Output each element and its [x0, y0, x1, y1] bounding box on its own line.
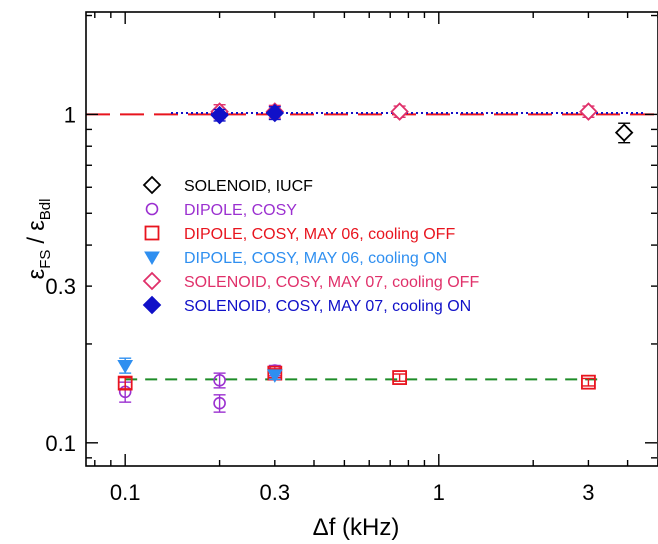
- data-point: [213, 396, 226, 410]
- y-axis-title: εFS/εBdl: [23, 199, 54, 280]
- x-tick-label: 0.1: [110, 480, 141, 505]
- y-axis-title-eps-den: ε: [23, 220, 50, 231]
- series-2: [118, 364, 282, 413]
- data-point: [210, 105, 229, 125]
- legend-label: DIPOLE, COSY: [184, 202, 297, 219]
- x-axis: 0.1 0.3 1 3: [94, 12, 658, 505]
- svg-text:εFS/εBdl: εFS/εBdl: [23, 199, 54, 280]
- legend-label: DIPOLE, COSY, MAY 06, cooling ON: [184, 250, 447, 267]
- data-point: [581, 374, 596, 390]
- legend-marker: [142, 271, 162, 291]
- y-axis-title-sub-num: FS: [37, 250, 54, 269]
- legend-marker: [144, 225, 160, 241]
- data-point: [614, 123, 634, 142]
- legend-marker: [145, 202, 159, 216]
- data-point: [579, 102, 598, 121]
- y-axis-title-sub-den: Bdl: [37, 199, 54, 221]
- x-tick-label: 0.3: [260, 480, 291, 505]
- legend: SOLENOID, IUCF DIPOLE, COSY DIPOLE, COSY, …: [142, 175, 479, 315]
- series-6: [210, 103, 285, 125]
- plot-frame: [85, 11, 658, 467]
- data-points: [117, 102, 634, 413]
- y-tick-label: 1: [64, 102, 76, 127]
- data-point: [390, 102, 409, 121]
- legend-label: SOLENOID, IUCF: [184, 178, 313, 195]
- y-tick-label: 0.1: [45, 431, 76, 456]
- legend-marker: [144, 251, 160, 265]
- reference-lines: [86, 111, 658, 381]
- series-1: [614, 122, 634, 144]
- legend-label: SOLENOID, COSY, MAY 07, cooling ON: [184, 298, 471, 315]
- legend-marker: [142, 175, 162, 195]
- y-axis-title-slash: /: [23, 237, 50, 244]
- series-3: [117, 365, 596, 391]
- y-tick-label: 0.3: [45, 274, 76, 299]
- data-point: [266, 369, 283, 383]
- data-point: [117, 375, 133, 391]
- legend-label: SOLENOID, COSY, MAY 07, cooling OFF: [184, 274, 479, 291]
- legend-marker: [142, 295, 162, 315]
- data-point: [117, 359, 134, 374]
- data-point: [265, 103, 285, 123]
- series-4: [117, 357, 283, 383]
- x-tick-label: 1: [433, 480, 445, 505]
- legend-label: DIPOLE, COSY, MAY 06, cooling OFF: [184, 226, 455, 243]
- y-axis: 0.1 0.3 1: [45, 14, 657, 459]
- plot-area-border: [85, 11, 658, 467]
- x-axis-title: Δf (kHz): [313, 514, 400, 541]
- y-axis-title-eps-num: ε: [23, 268, 50, 279]
- data-point: [392, 370, 408, 385]
- x-tick-label: 3: [582, 480, 594, 505]
- data-point: [213, 374, 226, 387]
